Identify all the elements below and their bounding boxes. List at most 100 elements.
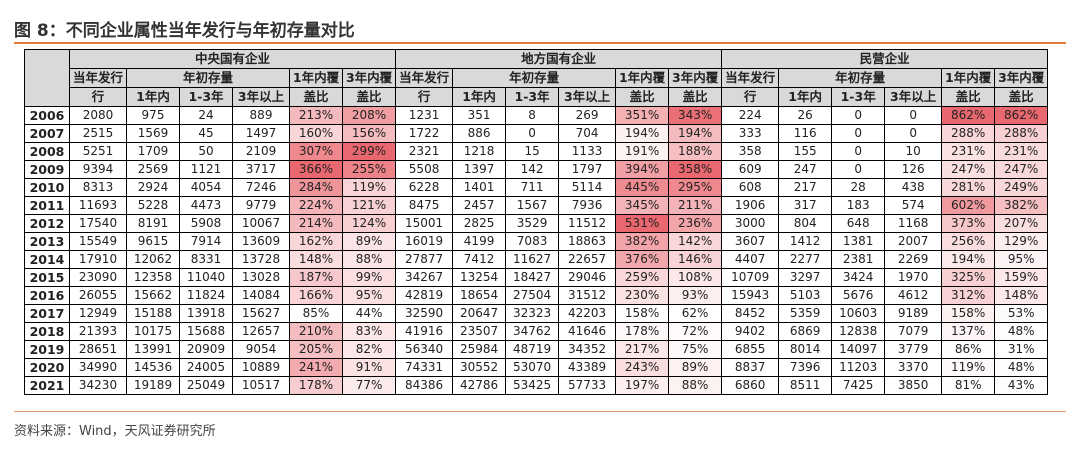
col-stock-3y-plus: 3年以上 — [232, 87, 290, 107]
coverage-cell: 83% — [341, 322, 397, 341]
value-cell: 6869 — [778, 322, 833, 341]
value-cell: 7396 — [778, 358, 833, 377]
coverage-cell: 158% — [615, 304, 670, 323]
year-cell: 2019 — [24, 340, 70, 359]
value-cell: 5908 — [179, 214, 233, 233]
value-cell: 269 — [558, 106, 617, 125]
coverage-cell: 531% — [615, 214, 670, 233]
value-cell: 2924 — [126, 178, 180, 197]
table-row: 2016 26055 15662 11824 14084 166% 95% 42819 1865… — [24, 286, 1049, 305]
col-issue: 当年发行 — [69, 68, 127, 88]
table-row: 2012 17540 8191 5908 10067 214% 124% 15001 2825 3… — [24, 214, 1049, 233]
value-cell: 2569 — [126, 160, 180, 179]
value-cell: 889 — [232, 106, 290, 125]
value-cell: 42819 — [395, 286, 454, 305]
column-header-row-1: 当年发行 年初存量 1年内覆 3年内覆 当年发行 年初存量 1年内覆 3年内覆 … — [25, 68, 1049, 88]
coverage-cell: 382% — [615, 232, 670, 251]
value-cell: 31512 — [558, 286, 617, 305]
table-body: 2006 2080 975 24 889 213% 208% 1231 351 8 269 351% 3… — [24, 106, 1049, 395]
value-cell: 8313 — [69, 178, 127, 197]
value-cell: 2381 — [831, 250, 886, 269]
coverage-cell: 156% — [341, 124, 397, 143]
coverage-cell: 247% — [994, 160, 1049, 179]
value-cell: 6228 — [395, 178, 454, 197]
value-cell: 17910 — [69, 250, 127, 269]
value-cell: 3529 — [505, 214, 560, 233]
coverage-cell: 236% — [668, 214, 723, 233]
value-cell: 11040 — [179, 268, 233, 287]
value-cell: 1569 — [126, 124, 180, 143]
year-cell: 2006 — [24, 106, 70, 125]
value-cell: 30552 — [452, 358, 507, 377]
coverage-cell: 146% — [668, 250, 723, 269]
value-cell: 804 — [778, 214, 833, 233]
value-cell: 48719 — [505, 340, 560, 359]
table-row: 2008 5251 1709 50 2109 307% 299% 2321 1218 15 1133… — [24, 142, 1049, 161]
coverage-cell: 119% — [341, 178, 397, 197]
value-cell: 11627 — [505, 250, 560, 269]
value-cell: 7936 — [558, 196, 617, 215]
value-cell: 4054 — [179, 178, 233, 197]
value-cell: 608 — [721, 178, 780, 197]
value-cell: 1722 — [395, 124, 454, 143]
value-cell: 609 — [721, 160, 780, 179]
coverage-cell: 129% — [994, 232, 1049, 251]
title-divider — [14, 42, 1066, 44]
coverage-cell: 43% — [994, 376, 1049, 395]
table-row: 2019 28651 13991 20909 9054 205% 82% 56340 25984… — [24, 340, 1049, 359]
coverage-cell: 48% — [994, 322, 1049, 341]
value-cell: 11824 — [179, 286, 233, 305]
value-cell: 142 — [505, 160, 560, 179]
col-stock-1y: 1年内 — [126, 87, 180, 107]
coverage-cell: 75% — [668, 340, 723, 359]
value-cell: 1231 — [395, 106, 454, 125]
col-cov1: 1年内覆 — [615, 68, 670, 88]
table-row: 2021 34230 19189 25049 10517 178% 77% 84386 4278… — [24, 376, 1049, 395]
coverage-cell: 281% — [941, 178, 996, 197]
coverage-cell: 230% — [615, 286, 670, 305]
value-cell: 6855 — [721, 340, 780, 359]
value-cell: 5676 — [831, 286, 886, 305]
value-cell: 3850 — [884, 376, 943, 395]
value-cell: 126 — [884, 160, 943, 179]
value-cell: 0 — [831, 106, 886, 125]
value-cell: 43389 — [558, 358, 617, 377]
coverage-cell: 124% — [341, 214, 397, 233]
value-cell: 13028 — [232, 268, 290, 287]
value-cell: 26 — [778, 106, 833, 125]
value-cell: 5359 — [778, 304, 833, 323]
year-cell: 2007 — [24, 124, 70, 143]
value-cell: 32590 — [395, 304, 454, 323]
value-cell: 2109 — [232, 142, 290, 161]
value-cell: 19189 — [126, 376, 180, 395]
coverage-cell: 231% — [994, 142, 1049, 161]
value-cell: 23507 — [452, 322, 507, 341]
value-cell: 15943 — [721, 286, 780, 305]
table-row: 2017 12949 15188 13918 15627 85% 44% 32590 20647… — [24, 304, 1049, 323]
coverage-cell: 31% — [994, 340, 1049, 359]
col-issue-cont: 行 — [721, 87, 780, 107]
value-cell: 25049 — [179, 376, 233, 395]
col-issue: 当年发行 — [395, 68, 454, 88]
coverage-cell: 86% — [941, 340, 996, 359]
value-cell: 9054 — [232, 340, 290, 359]
value-cell: 711 — [505, 178, 560, 197]
coverage-cell: 343% — [668, 106, 723, 125]
coverage-cell: 187% — [289, 268, 343, 287]
column-header-row-2: 行 1年内 1-3年 3年以上 盖比 盖比 行 1年内 1-3年 3年以上 盖比… — [25, 87, 1049, 107]
value-cell: 247 — [778, 160, 833, 179]
value-cell: 10 — [884, 142, 943, 161]
value-cell: 3717 — [232, 160, 290, 179]
coverage-cell: 89% — [341, 232, 397, 251]
value-cell: 41916 — [395, 322, 454, 341]
value-cell: 2277 — [778, 250, 833, 269]
year-cell: 2008 — [24, 142, 70, 161]
coverage-cell: 191% — [615, 142, 670, 161]
col-stock: 年初存量 — [126, 68, 290, 88]
coverage-cell: 231% — [941, 142, 996, 161]
source-note: 资料来源：Wind，天风证券研究所 — [14, 424, 216, 439]
col-stock-1-3y: 1-3年 — [179, 87, 233, 107]
col-issue-cont: 行 — [69, 87, 127, 107]
coverage-cell: 166% — [289, 286, 343, 305]
value-cell: 9189 — [884, 304, 943, 323]
